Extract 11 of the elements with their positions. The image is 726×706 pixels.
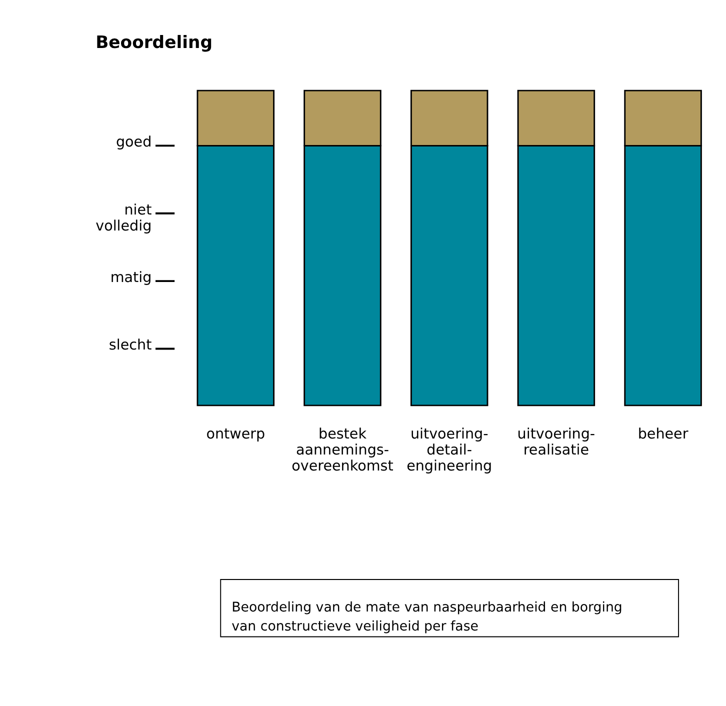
x-tick-label: ontwerp — [206, 426, 266, 442]
text: goed — [116, 134, 152, 151]
x-tick-label: uitvoering- detail- engineering — [406, 426, 492, 475]
text: slecht — [108, 338, 152, 354]
x-tick-label: uitvoering- realisatie — [517, 426, 596, 459]
x-tick-label: beheer — [638, 426, 688, 442]
text: niet volledig — [96, 202, 152, 235]
text: matig — [110, 270, 152, 286]
text: Beoordeling van de mate van naspeurbaarheid en borging van constructieve veiligheid per fase — [232, 600, 622, 635]
chart-title: Beoordeling — [96, 32, 212, 53]
x-tick-label: bestek aannemings- overeenkomst — [292, 426, 394, 475]
